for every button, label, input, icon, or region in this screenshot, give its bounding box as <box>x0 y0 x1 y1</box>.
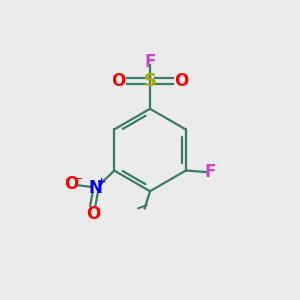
Text: N: N <box>88 179 102 197</box>
Text: O: O <box>111 72 126 90</box>
Text: S: S <box>143 72 157 90</box>
Text: +: + <box>97 177 106 187</box>
Text: O: O <box>64 175 78 193</box>
Text: −: − <box>74 174 83 184</box>
Text: O: O <box>86 205 100 223</box>
Text: F: F <box>204 163 215 181</box>
Text: O: O <box>174 72 189 90</box>
Text: F: F <box>144 53 156 71</box>
